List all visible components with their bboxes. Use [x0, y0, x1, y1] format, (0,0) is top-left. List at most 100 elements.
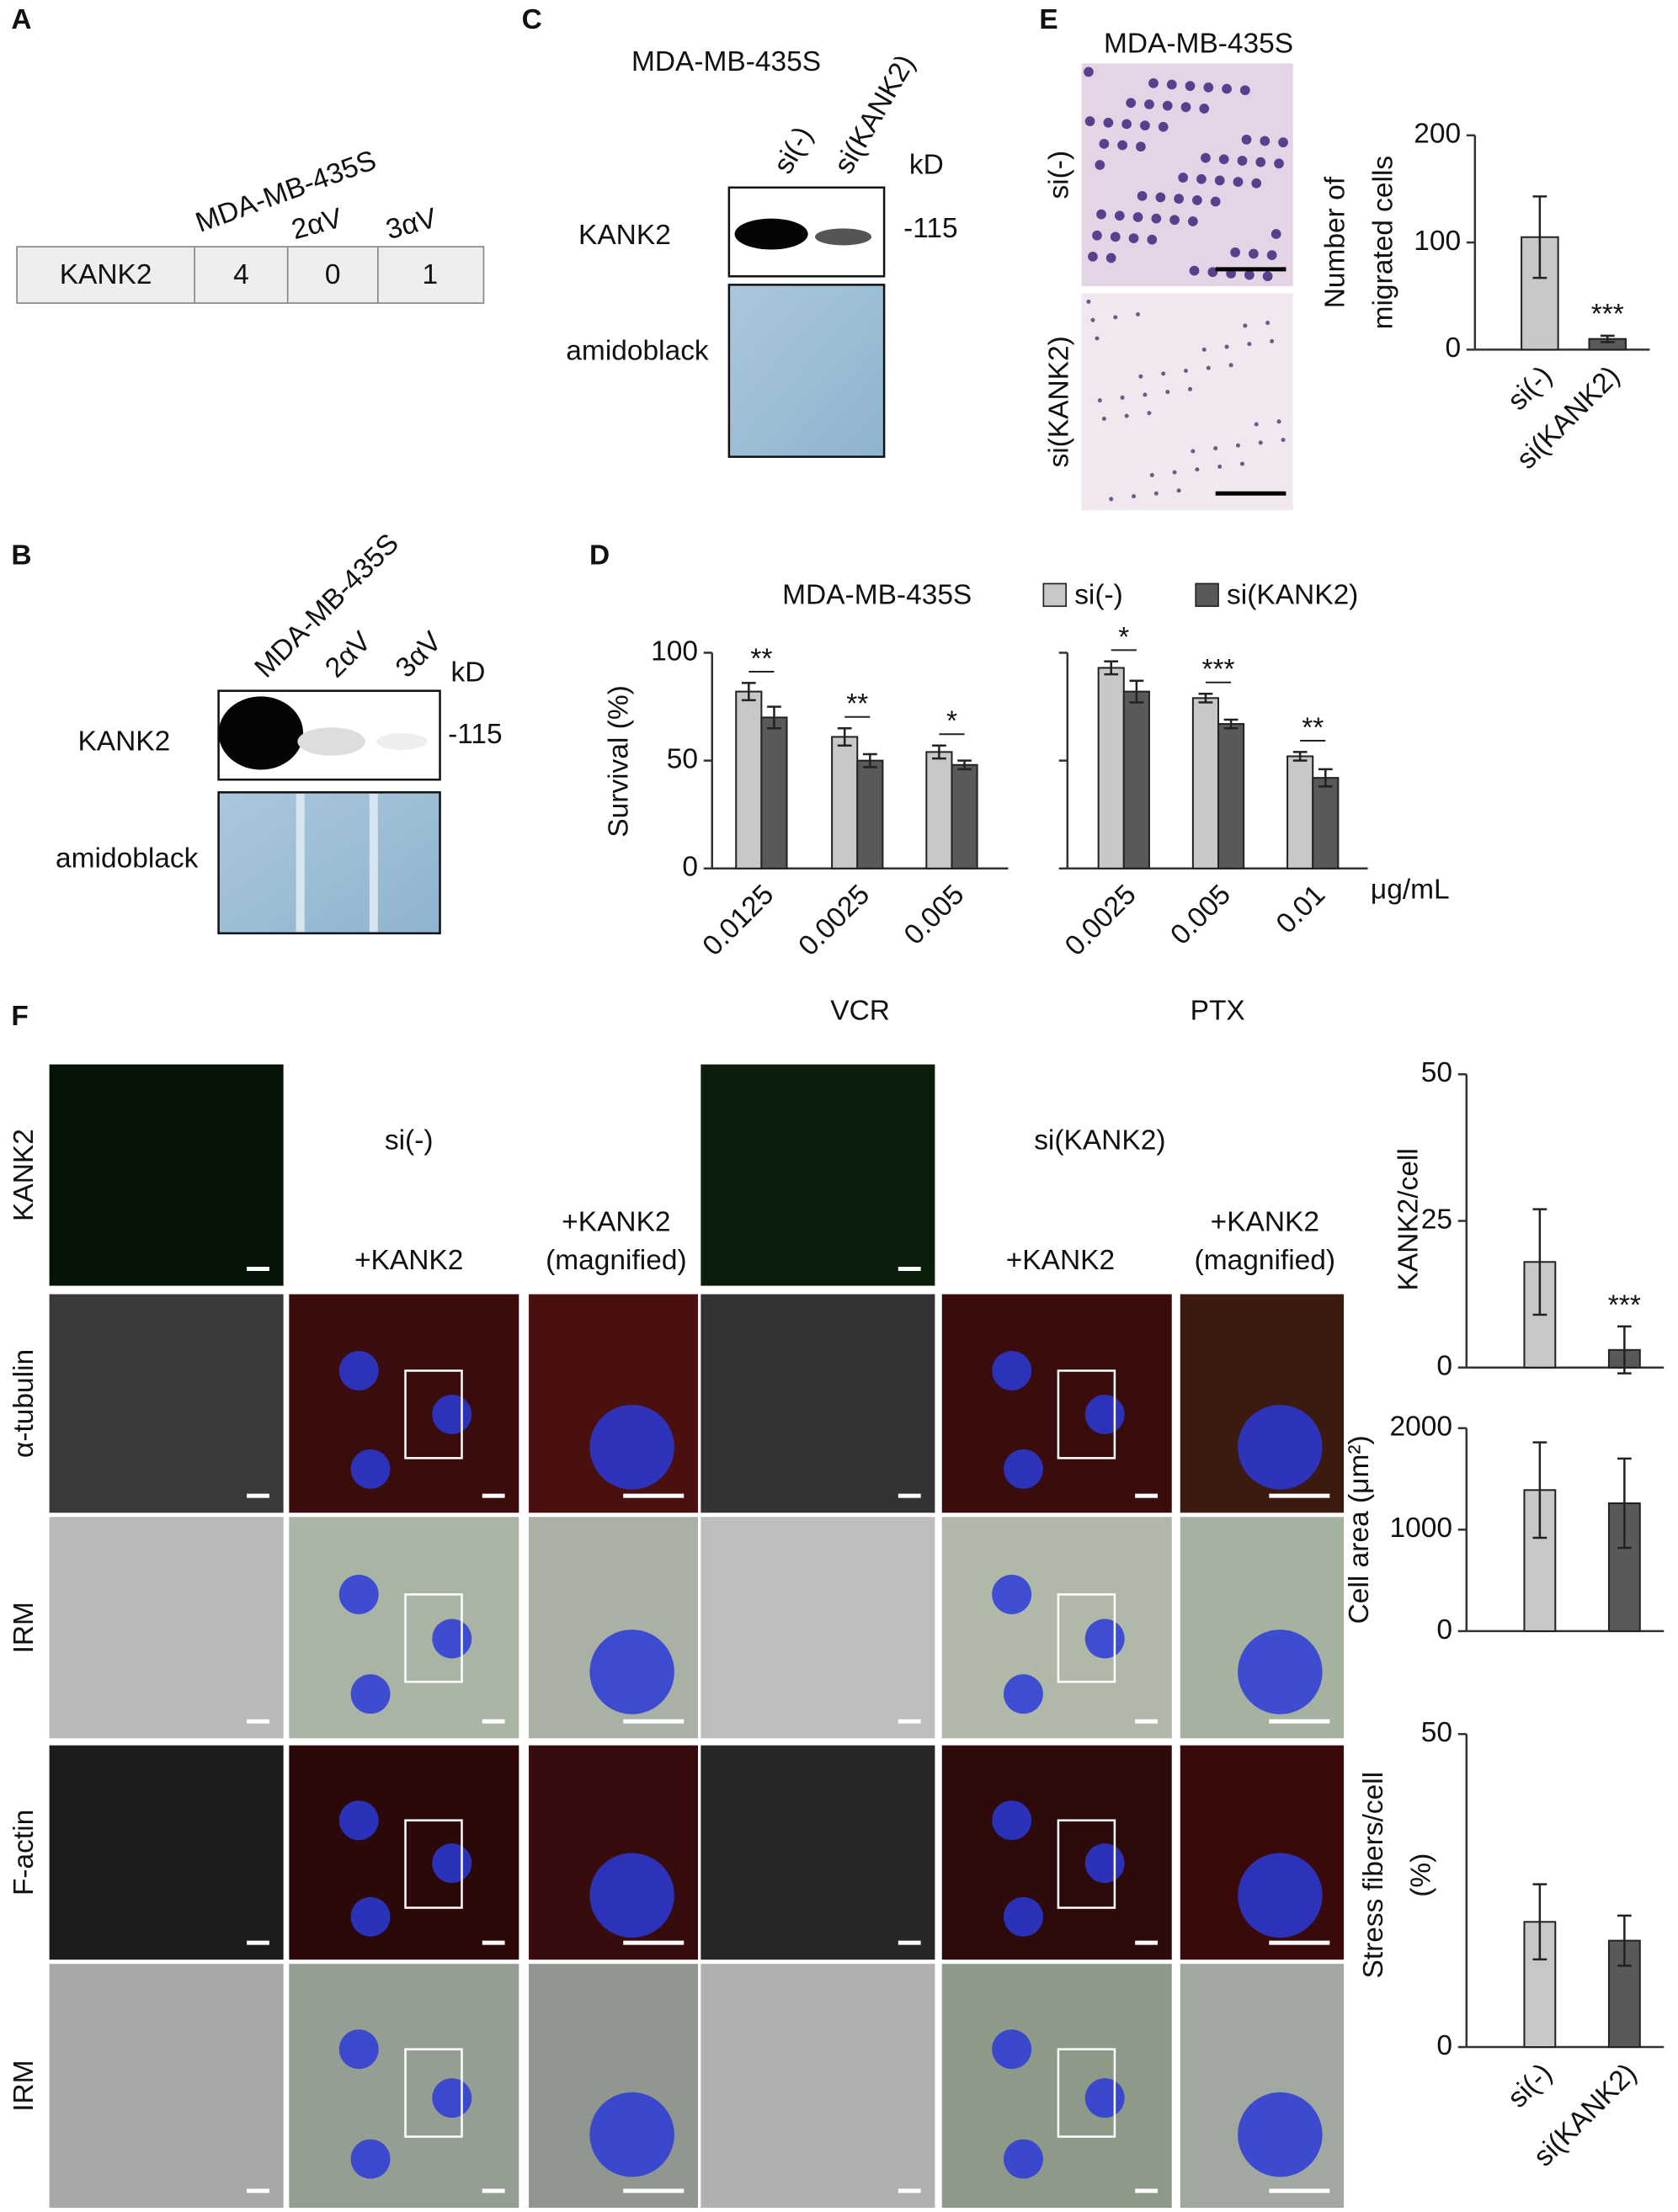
table-frame — [16, 246, 485, 304]
x-tick-label: 0.0025 — [793, 879, 876, 962]
micro-row-label: IRM — [8, 1602, 40, 1653]
nucleus — [350, 1449, 391, 1489]
cell-spot — [1230, 247, 1240, 258]
cell-spot — [1086, 299, 1091, 304]
unit-label: μg/mL — [1371, 874, 1450, 905]
inset-box — [1057, 1819, 1116, 1909]
cell-spot — [1241, 134, 1252, 145]
nucleus — [338, 1351, 379, 1390]
cell-spot — [1249, 248, 1259, 259]
micrograph — [49, 1294, 284, 1513]
cell-spot — [1254, 422, 1259, 427]
cell-spot — [1138, 374, 1143, 379]
cell-spot — [1224, 344, 1229, 349]
y-axis-label: Number of — [1320, 176, 1351, 308]
y-tick-label: 50 — [1421, 1057, 1452, 1088]
y-axis-label: Stress fibers/cell — [1358, 1772, 1389, 1979]
table-header: 2αV — [288, 203, 345, 247]
cell-spot — [1201, 152, 1211, 163]
y-tick-label: 25 — [1421, 1204, 1452, 1235]
blot-row-label: KANK2 — [77, 726, 170, 758]
nucleus — [1238, 1405, 1323, 1490]
x-tick-label: 0.0025 — [1059, 879, 1143, 962]
significance-label: *** — [1201, 654, 1234, 685]
blot-unit: kD — [451, 657, 486, 688]
cell-spot — [1218, 154, 1229, 165]
bar — [1523, 1489, 1557, 1632]
cell-spot — [1266, 250, 1277, 261]
cell-spot — [1251, 178, 1262, 189]
cell-spot — [1088, 251, 1098, 262]
cell-spot — [1244, 269, 1255, 280]
legend-swatch — [1195, 582, 1219, 608]
blot-band — [815, 228, 872, 246]
chart-title: MDA-MB-435S — [782, 579, 972, 610]
y-axis-label: Survival (%) — [604, 685, 635, 837]
micro-title: MDA-MB-435S — [1104, 28, 1293, 59]
significance-label: ** — [846, 689, 868, 720]
nucleus — [350, 1674, 391, 1715]
bar — [760, 716, 788, 869]
bar — [1191, 697, 1220, 869]
nucleus — [1084, 1843, 1125, 1884]
legend-swatch — [1042, 582, 1067, 608]
inset-box — [404, 1369, 463, 1460]
y-tick-label: 50 — [667, 743, 698, 774]
y-tick-label: 200 — [1414, 119, 1461, 150]
cell-spot — [1217, 464, 1223, 469]
magnified-label: (magnified) — [1195, 1245, 1335, 1276]
nucleus — [1004, 1449, 1043, 1489]
blot-row-label: amidoblack — [56, 843, 199, 875]
cell-spot — [1137, 190, 1148, 201]
cell-spot — [1105, 253, 1116, 263]
y-tick-label: 0 — [1436, 2030, 1452, 2061]
magnified-label: +KANK2 — [562, 1207, 670, 1238]
cell-spot — [1206, 365, 1211, 370]
y-axis-label: Cell area (μm²) — [1344, 1435, 1375, 1624]
nucleus — [338, 1574, 379, 1614]
table-cell: 4 — [233, 259, 249, 290]
blot-marker: -115 — [903, 213, 958, 244]
cell-spot — [1148, 77, 1159, 88]
micrograph — [700, 1064, 935, 1286]
micrograph — [941, 1745, 1172, 1960]
y-tick-label: 50 — [1421, 1717, 1452, 1748]
table-header: MDA-MB-435S — [192, 145, 381, 239]
cell-spot — [1095, 336, 1100, 341]
inset-box — [404, 1819, 463, 1909]
table-cell: 1 — [422, 259, 438, 290]
condition-label: si(KANK2) — [1034, 1125, 1165, 1157]
cell-spot — [1147, 234, 1158, 245]
cell-spot — [1258, 440, 1263, 445]
cell-spot — [1228, 363, 1233, 368]
cell-spot — [1113, 315, 1118, 320]
y-axis-label: (%) — [1406, 1853, 1437, 1897]
inset-box — [1057, 1369, 1116, 1460]
y-tick-label: 0 — [682, 852, 698, 883]
cell-spot — [1274, 158, 1284, 169]
panel-label: E — [1039, 4, 1057, 35]
x-tick-label: 0.005 — [1165, 879, 1237, 950]
x-tick-label: si(-) — [1502, 360, 1558, 417]
significance-label: ** — [1302, 712, 1324, 743]
cell-spot — [1196, 173, 1207, 184]
micro-row-label: si(-) — [1043, 151, 1074, 199]
cell-spot — [1136, 141, 1146, 152]
cell-spot — [1110, 231, 1121, 242]
cell-spot — [1090, 317, 1095, 322]
micrograph — [49, 1064, 284, 1286]
cell-spot — [1188, 216, 1198, 226]
blot-row-label: amidoblack — [566, 336, 709, 367]
nucleus — [350, 1896, 391, 1937]
cell-spot — [1237, 156, 1248, 166]
blot-band — [734, 218, 808, 250]
nucleus — [432, 1843, 472, 1884]
legend-label: si(-) — [1074, 579, 1123, 610]
bar — [1122, 690, 1150, 869]
nucleus — [589, 1405, 674, 1490]
nucleus — [992, 1800, 1032, 1841]
nucleus — [1084, 1619, 1125, 1659]
blot-band — [376, 732, 428, 751]
y-tick-label: 0 — [1445, 332, 1461, 364]
